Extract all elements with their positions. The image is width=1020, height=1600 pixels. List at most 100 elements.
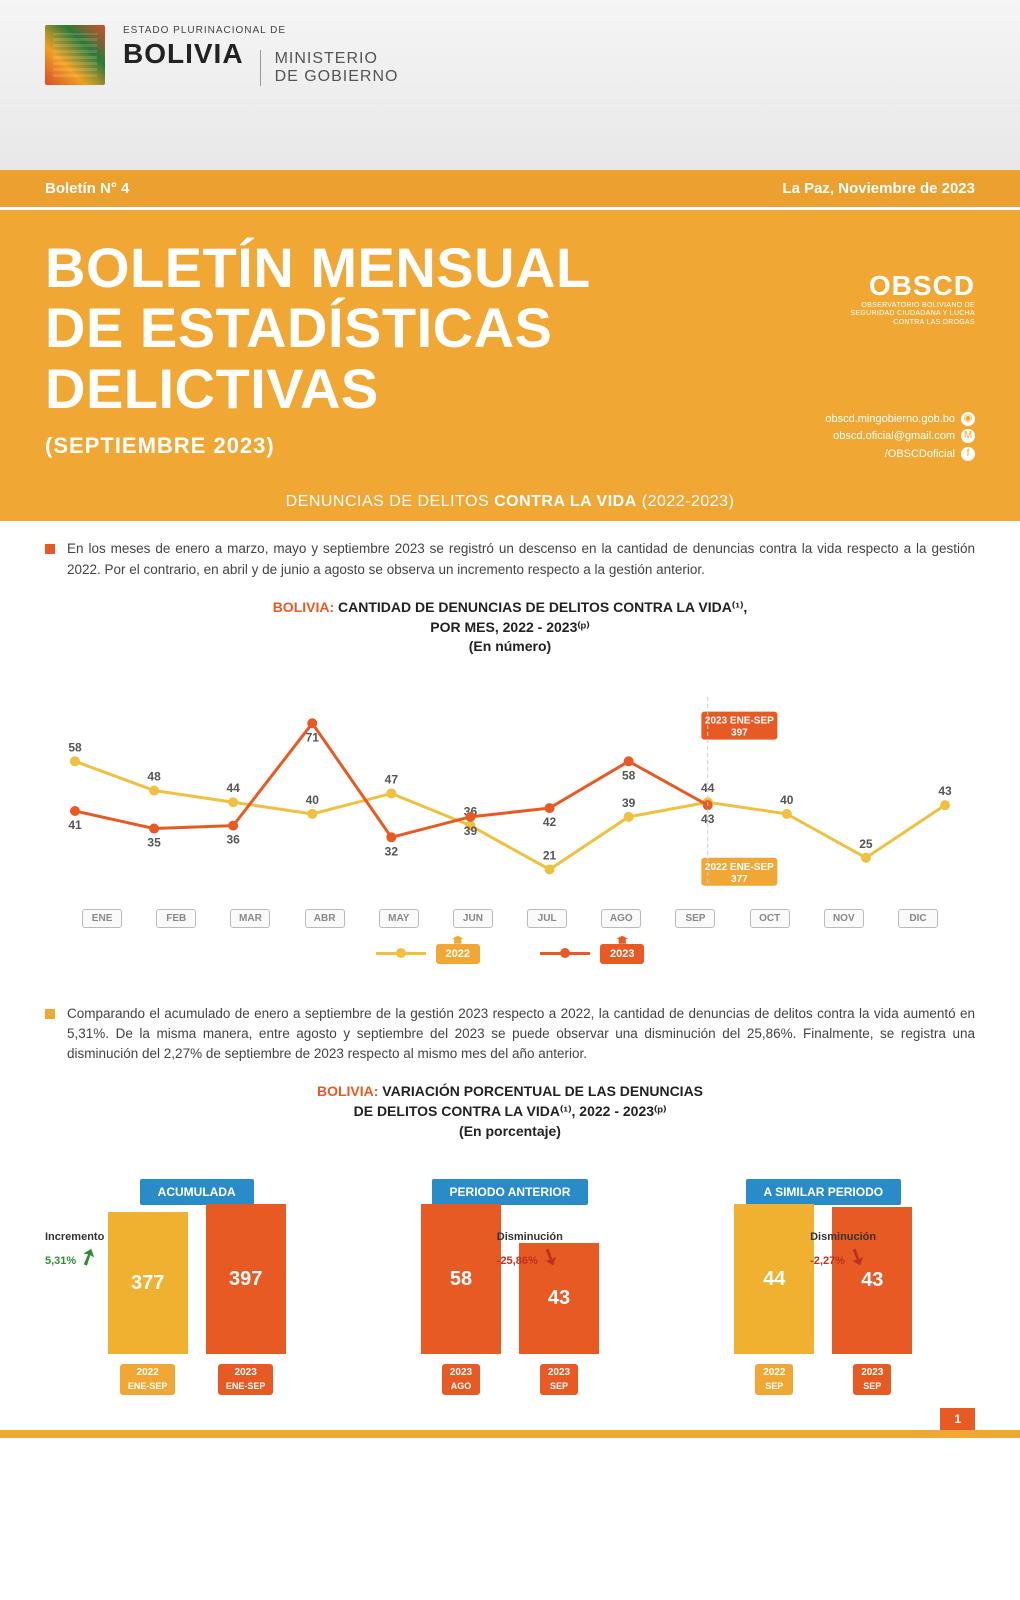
svg-text:40: 40 xyxy=(780,793,794,807)
month-label: MAR xyxy=(230,909,270,928)
bars-area: Disminución -2,27% ➘ 44 2022SEP 43 2023S… xyxy=(682,1235,965,1395)
main-title: BOLETÍN MENSUAL DE ESTADÍSTICAS DELICTIV… xyxy=(45,238,975,419)
change-word: Disminución xyxy=(810,1231,876,1243)
bar-value: 43 xyxy=(832,1207,912,1354)
bar-value: 397 xyxy=(206,1204,286,1354)
issue-place-date: La Paz, Noviembre de 2023 xyxy=(782,180,975,197)
bar-caption: 2023AGO xyxy=(442,1364,480,1395)
month-label: ENE xyxy=(82,909,122,928)
svg-text:41: 41 xyxy=(68,818,82,832)
svg-text:43: 43 xyxy=(938,784,952,798)
bar-value: 377 xyxy=(108,1212,188,1354)
change-word: Disminución xyxy=(497,1231,563,1243)
legend-year-2023: 2023 xyxy=(600,944,644,964)
bar-year: 2023AGO xyxy=(442,1364,480,1395)
contact-web: obscd.mingobierno.gob.bo xyxy=(825,413,955,425)
month-label: SEP xyxy=(675,909,715,928)
bar-year: 2022SEP xyxy=(755,1364,793,1395)
contact-mail: obscd.oficial@gmail.com xyxy=(833,430,955,442)
footer-stripe: 1 xyxy=(0,1430,1020,1438)
issue-bar: Boletín N° 4 La Paz, Noviembre de 2023 xyxy=(0,170,1020,207)
bar-caption: 2023SEP xyxy=(540,1364,578,1395)
obscd-subtext: OBSERVATORIO BOLIVIANO DE SEGURIDAD CIUD… xyxy=(825,302,975,327)
bar-year: 2023ENE-SEP xyxy=(218,1364,274,1395)
month-cell: JUL xyxy=(510,908,584,928)
line-chart-wrap: 5848444047362139444025434135367132394258… xyxy=(0,677,1020,964)
bar-caption: 2022SEP xyxy=(755,1364,793,1395)
header-text: ESTADO PLURINACIONAL DE BOLIVIA MINISTER… xyxy=(123,25,398,86)
page-number: 1 xyxy=(940,1408,975,1430)
chart-legend: 2022 2023 xyxy=(45,944,975,964)
month-cell: NOV xyxy=(807,908,881,928)
month-cell: SEP xyxy=(658,908,732,928)
month-label: JUN xyxy=(453,909,493,928)
bullet-icon xyxy=(45,1009,55,1019)
compare-label: A SIMILAR PERIODO xyxy=(746,1179,902,1205)
compare-bar: 58 2023AGO xyxy=(421,1204,501,1395)
month-label: JUL xyxy=(527,909,567,928)
change-word: Incremento xyxy=(45,1231,104,1243)
title-block: BOLETÍN MENSUAL DE ESTADÍSTICAS DELICTIV… xyxy=(0,210,1020,483)
bar-caption: 2023SEP xyxy=(853,1364,891,1395)
mail-icon: M xyxy=(961,429,975,443)
bar-caption: 2022ENE-SEP xyxy=(120,1364,176,1395)
bar-year: 2023SEP xyxy=(540,1364,578,1395)
bar-value: 58 xyxy=(421,1204,501,1354)
obscd-badge: OBSCD OBSERVATORIO BOLIVIANO DE SEGURIDA… xyxy=(825,270,975,327)
month-label: FEB xyxy=(156,909,196,928)
change-value: 5,31% xyxy=(45,1255,76,1267)
bars-area: Incremento 5,31% ➚ 377 2022ENE-SEP 397 2… xyxy=(55,1235,338,1395)
month-cell: ABR xyxy=(288,908,362,928)
paragraph-2: Comparando el acumulado de enero a septi… xyxy=(45,1004,975,1065)
legend-year-2022: 2022 xyxy=(436,944,480,964)
svg-text:48: 48 xyxy=(147,769,161,783)
compare-label: PERIODO ANTERIOR xyxy=(432,1179,589,1205)
svg-text:397: 397 xyxy=(731,727,748,738)
legend-2023: 2023 xyxy=(540,944,644,964)
arrow-up-icon: ➚ xyxy=(75,1242,103,1274)
section-bold: CONTRA LA VIDA xyxy=(494,493,637,510)
compare-bar: 397 2023ENE-SEP xyxy=(206,1204,286,1395)
globe-icon: ◉ xyxy=(961,412,975,426)
svg-text:36: 36 xyxy=(227,832,241,846)
change-value: -2,27% xyxy=(810,1255,845,1267)
compare-bar: 44 2022SEP xyxy=(734,1204,814,1395)
bar-year: 2022ENE-SEP xyxy=(120,1364,176,1395)
bars-area: Disminución -25,86% ➘ 58 2023AGO 43 2023… xyxy=(368,1235,651,1395)
svg-text:71: 71 xyxy=(306,730,320,744)
month-label: ABR xyxy=(305,909,345,928)
issue-number: Boletín N° 4 xyxy=(45,180,129,197)
header-top: ESTADO PLURINACIONAL DE BOLIVIA MINISTER… xyxy=(0,0,1020,170)
legend-swatch-2023 xyxy=(540,952,590,955)
compare-column: A SIMILAR PERIODO Disminución -2,27% ➘ 4… xyxy=(682,1179,965,1395)
month-cell: ENE xyxy=(65,908,139,928)
ministerio-line: MINISTERIO DE GOBIERNO xyxy=(260,50,399,86)
month-label: OCT xyxy=(750,909,790,928)
month-axis: ENE FEB MAR ABR MAY JUN JUL AGO SEP OCT NOV DIC xyxy=(45,908,975,928)
arrow-down-icon: ➘ xyxy=(536,1242,564,1274)
bar-caption: 2023ENE-SEP xyxy=(218,1364,274,1395)
line-chart: 5848444047362139444025434135367132394258… xyxy=(45,677,975,897)
svg-text:47: 47 xyxy=(385,772,399,786)
month-label: NOV xyxy=(824,909,864,928)
svg-text:42: 42 xyxy=(543,815,557,829)
month-cell: AGO xyxy=(584,908,658,928)
compare-column: ACUMULADA Incremento 5,31% ➚ 377 2022ENE… xyxy=(55,1179,338,1395)
month-label: MAY xyxy=(379,909,419,928)
svg-text:377: 377 xyxy=(731,873,748,884)
svg-text:2023 ENE-SEP: 2023 ENE-SEP xyxy=(705,715,774,726)
compare-column: PERIODO ANTERIOR Disminución -25,86% ➘ 5… xyxy=(368,1179,651,1395)
month-label: DIC xyxy=(898,909,938,928)
compare-bar: 377 2022ENE-SEP xyxy=(108,1212,188,1395)
svg-text:40: 40 xyxy=(306,793,320,807)
section-years: (2022-2023) xyxy=(642,493,735,510)
svg-text:25: 25 xyxy=(859,836,873,850)
contact-fb: /OBSCDoficial xyxy=(885,448,955,460)
svg-text:2022 ENE-SEP: 2022 ENE-SEP xyxy=(705,861,774,872)
bolivia-emblem-icon xyxy=(45,25,105,85)
svg-text:35: 35 xyxy=(147,835,161,849)
svg-text:58: 58 xyxy=(68,740,82,754)
facebook-icon: f xyxy=(961,447,975,461)
paragraph-1: En los meses de enero a marzo, mayo y se… xyxy=(45,539,975,580)
legend-2022: 2022 xyxy=(376,944,480,964)
